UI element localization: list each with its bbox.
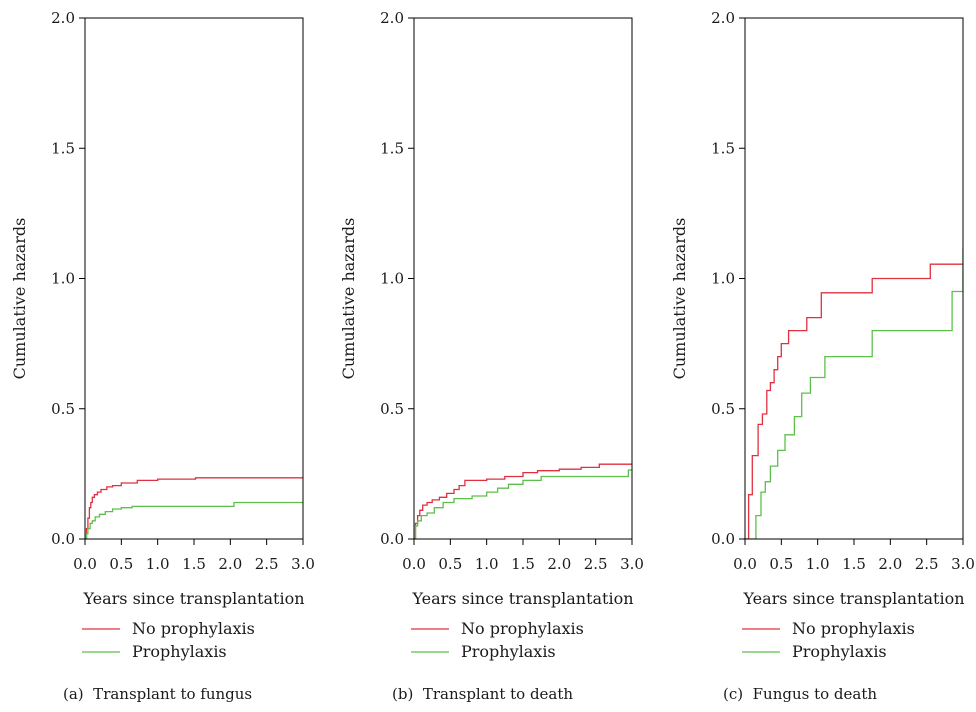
legend-label: Prophylaxis bbox=[461, 642, 556, 661]
y-tick-label: 2.0 bbox=[380, 9, 404, 27]
y-tick-label: 0.5 bbox=[380, 400, 404, 418]
panel-caption: (c) Fungus to death bbox=[723, 685, 877, 703]
x-tick-label: 2.5 bbox=[584, 555, 608, 573]
x-tick-label: 2.5 bbox=[915, 555, 939, 573]
x-tick-label: 3.0 bbox=[951, 555, 975, 573]
x-axis-label: Years since transplantation bbox=[742, 589, 964, 608]
x-tick-label: 0.0 bbox=[73, 555, 97, 573]
y-tick-label: 0.0 bbox=[711, 530, 735, 548]
series-line-no-prophylaxis bbox=[85, 477, 303, 539]
y-tick-label: 2.0 bbox=[711, 9, 735, 27]
y-tick-label: 0.5 bbox=[51, 400, 75, 418]
x-tick-label: 2.5 bbox=[255, 555, 279, 573]
plot-frame bbox=[84, 17, 304, 540]
legend-label: Prophylaxis bbox=[132, 642, 227, 661]
plot-frame bbox=[413, 17, 633, 540]
x-tick-label: 1.0 bbox=[806, 555, 830, 573]
x-tick-label: 1.5 bbox=[182, 555, 206, 573]
legend-label: No prophylaxis bbox=[132, 619, 255, 638]
x-tick-label: 1.5 bbox=[842, 555, 866, 573]
panels: 0.0 0.5 1.0 1.5 2.0 0.0 0.5 1.0 1.5 2.0 2.5 3.0 Cumu… bbox=[10, 9, 975, 703]
x-tick-label: 2.0 bbox=[547, 555, 571, 573]
legend-label: Prophylaxis bbox=[792, 642, 887, 661]
x-tick-label: 0.0 bbox=[733, 555, 757, 573]
legend-label: No prophylaxis bbox=[792, 619, 915, 638]
y-tick-label: 0.0 bbox=[51, 530, 75, 548]
panel-3: 0.0 0.5 1.0 1.5 2.0 0.0 0.5 1.0 1.5 2.0 2.5 3.0 Cumu… bbox=[670, 9, 975, 703]
series-line-prophylaxis bbox=[85, 501, 303, 539]
panel-caption: (b) Transplant to death bbox=[392, 685, 573, 703]
x-tick-label: 2.0 bbox=[218, 555, 242, 573]
y-tick-label: 1.0 bbox=[51, 270, 75, 288]
legend: No prophylaxis Prophylaxis bbox=[742, 619, 915, 661]
y-axis-label: Cumulative hazards bbox=[670, 218, 689, 380]
y-axis-label: Cumulative hazards bbox=[10, 218, 29, 380]
y-tick-label: 1.5 bbox=[380, 139, 404, 157]
x-tick-label: 0.5 bbox=[769, 555, 793, 573]
y-tick-label: 1.0 bbox=[711, 270, 735, 288]
legend: No prophylaxis Prophylaxis bbox=[82, 619, 255, 661]
y-tick-label: 1.5 bbox=[711, 139, 735, 157]
y-tick-label: 1.0 bbox=[380, 270, 404, 288]
series-line-no-prophylaxis bbox=[745, 263, 963, 539]
y-tick-label: 2.0 bbox=[51, 9, 75, 27]
y-tick-label: 1.5 bbox=[51, 139, 75, 157]
y-tick-label: 0.5 bbox=[711, 400, 735, 418]
x-tick-label: 0.5 bbox=[438, 555, 462, 573]
x-tick-label: 1.0 bbox=[475, 555, 499, 573]
legend: No prophylaxis Prophylaxis bbox=[411, 619, 584, 661]
x-tick-label: 0.0 bbox=[402, 555, 426, 573]
x-tick-label: 3.0 bbox=[620, 555, 644, 573]
x-tick-label: 3.0 bbox=[291, 555, 315, 573]
series-line-no-prophylaxis bbox=[414, 463, 632, 539]
x-axis-label: Years since transplantation bbox=[411, 589, 633, 608]
y-tick-label: 0.0 bbox=[380, 530, 404, 548]
x-axis-label: Years since transplantation bbox=[82, 589, 304, 608]
x-tick-label: 1.0 bbox=[146, 555, 170, 573]
legend-label: No prophylaxis bbox=[461, 619, 584, 638]
series-line-prophylaxis bbox=[414, 469, 632, 539]
y-axis-label: Cumulative hazards bbox=[339, 218, 358, 380]
x-tick-label: 0.5 bbox=[109, 555, 133, 573]
panel-2: 0.0 0.5 1.0 1.5 2.0 0.0 0.5 1.0 1.5 2.0 2.5 3.0 Cumu… bbox=[339, 9, 644, 703]
x-tick-label: 2.0 bbox=[878, 555, 902, 573]
panel-1: 0.0 0.5 1.0 1.5 2.0 0.0 0.5 1.0 1.5 2.0 2.5 3.0 Cumu… bbox=[10, 9, 315, 703]
x-tick-label: 1.5 bbox=[511, 555, 535, 573]
panel-caption: (a) Transplant to fungus bbox=[63, 685, 252, 703]
series-line-prophylaxis bbox=[745, 247, 963, 539]
